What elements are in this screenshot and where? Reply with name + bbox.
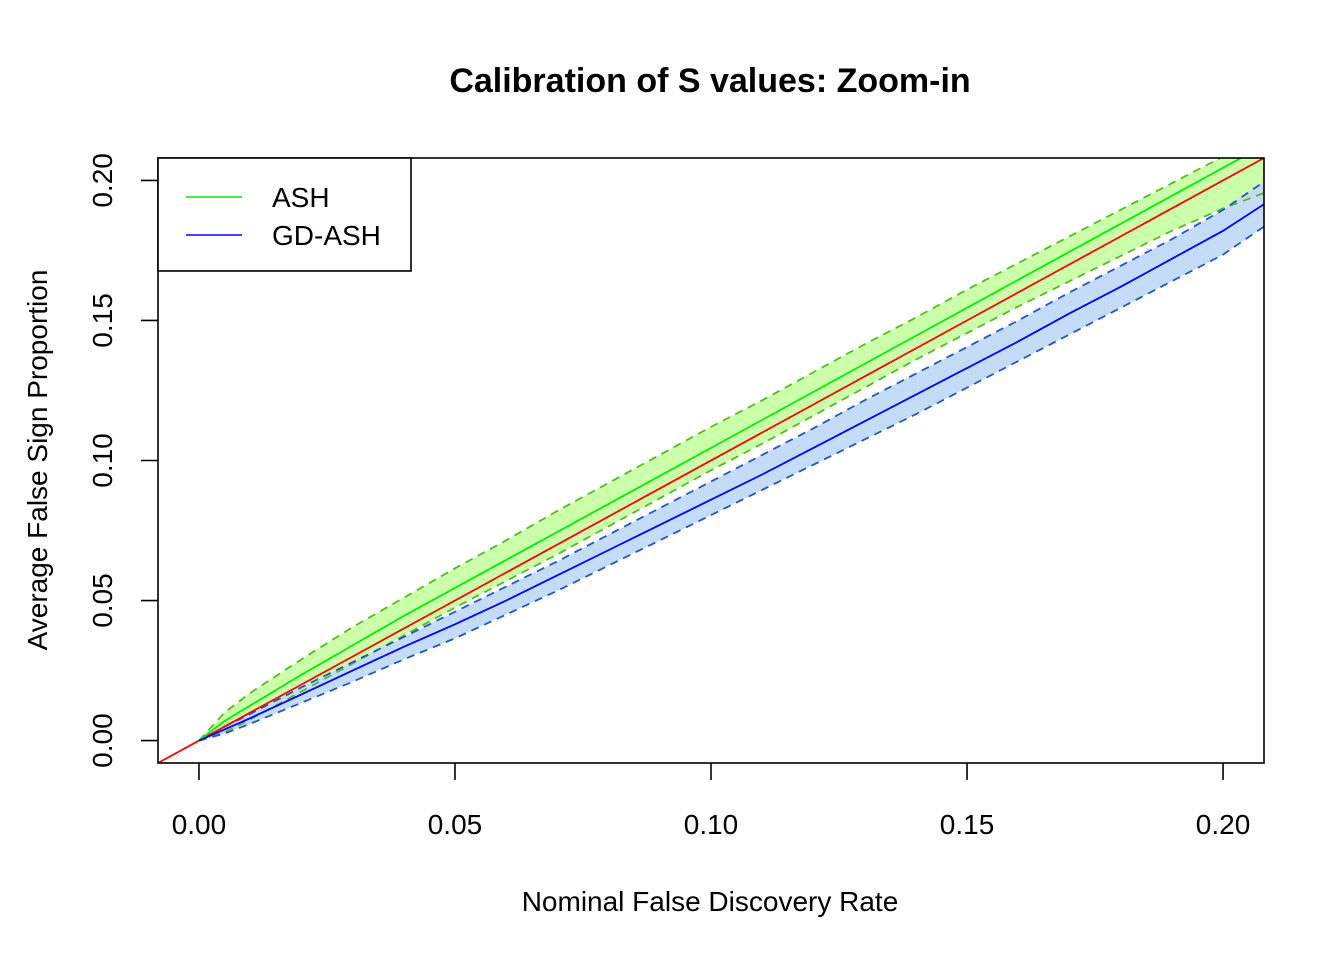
x-axis-label: Nominal False Discovery Rate bbox=[522, 886, 899, 917]
band-lower-ash bbox=[198, 192, 1264, 742]
reference-line bbox=[158, 158, 1264, 763]
y-axis-label: Average False Sign Proportion bbox=[22, 270, 53, 651]
y-tick-label: 0.20 bbox=[87, 153, 118, 208]
series-line-ash bbox=[198, 158, 1243, 742]
y-tick-label: 0.10 bbox=[87, 433, 118, 488]
y-tick-label: 0.05 bbox=[87, 573, 118, 628]
band-upper-gd-ash bbox=[198, 181, 1264, 742]
x-tick-label: 0.10 bbox=[684, 809, 739, 840]
x-axis: 0.00 0.05 0.10 0.15 0.20 bbox=[172, 763, 1251, 840]
band-lower-gd-ash bbox=[198, 225, 1264, 742]
plot-area bbox=[158, 158, 1264, 763]
chart-title: Calibration of S values: Zoom-in bbox=[449, 62, 970, 100]
x-tick-label: 0.00 bbox=[172, 809, 227, 840]
legend-box bbox=[157, 157, 412, 272]
legend-label-ash: ASH bbox=[272, 182, 330, 213]
y-tick-label: 0.00 bbox=[87, 713, 118, 768]
legend-label-gd-ash: GD-ASH bbox=[272, 220, 381, 251]
x-tick-label: 0.15 bbox=[940, 809, 995, 840]
legend: ASH GD-ASH bbox=[157, 157, 412, 272]
band-upper-ash bbox=[198, 158, 1223, 742]
x-tick-label: 0.20 bbox=[1196, 809, 1251, 840]
y-tick-label: 0.15 bbox=[87, 293, 118, 348]
y-axis: 0.00 0.05 0.10 0.15 0.20 bbox=[87, 153, 158, 768]
x-tick-label: 0.05 bbox=[428, 809, 483, 840]
series-line-gd-ash bbox=[198, 203, 1264, 742]
